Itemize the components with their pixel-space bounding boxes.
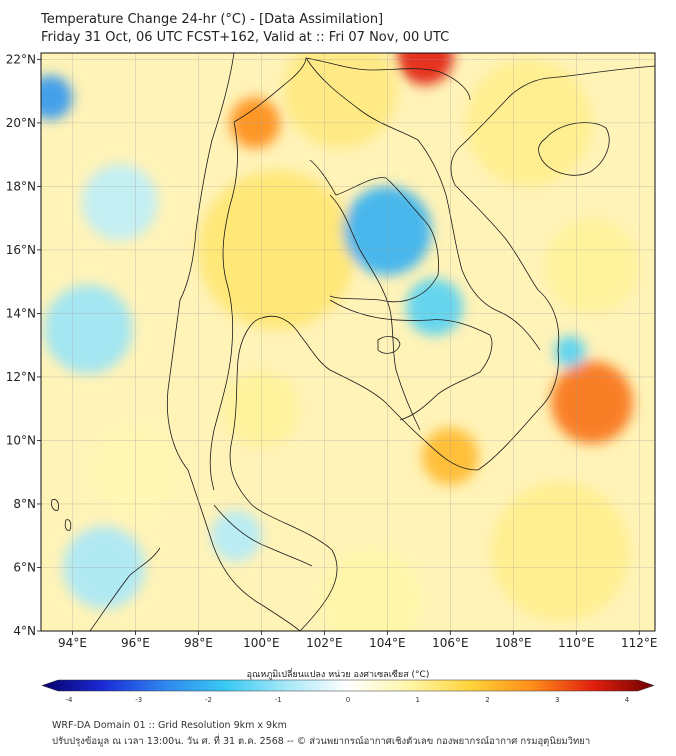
lat-tick-label: 10°N: [6, 433, 36, 447]
colorbar-tick-label: 3: [555, 696, 559, 704]
mekong-river: [329, 194, 421, 431]
lon-tick-label: 98°E: [184, 636, 213, 650]
anomaly-blob: [554, 335, 586, 368]
tonle-sap-lake: [377, 336, 401, 354]
lat-tick-label: 20°N: [6, 116, 36, 130]
lat-tick-label: 16°N: [6, 243, 36, 257]
colorbar-tick-label: 2: [485, 696, 489, 704]
lon-tick-label: 104°E: [369, 636, 406, 650]
border-thailand-east: [309, 159, 439, 303]
border-china-north: [233, 57, 471, 123]
anomaly-blob: [321, 548, 422, 631]
anomaly-blob: [491, 481, 630, 622]
colorbar: -4 -3 -2 -1 0 1 2 3 4: [41, 679, 655, 704]
plot-area: [40, 52, 656, 632]
colorbar-ticks: -4 -3 -2 -1 0 1 2 3 4: [66, 696, 630, 704]
lon-tick-label: 110°E: [558, 636, 595, 650]
anomaly-blob: [211, 510, 262, 562]
lon-tick-label: 106°E: [432, 636, 469, 650]
colorbar-tick-label: 0: [346, 696, 350, 704]
map-title: Temperature Change 24-hr (°C) - [Data As…: [41, 12, 384, 27]
anomaly-blob: [406, 278, 463, 336]
lon-tick-label: 112°E: [621, 636, 658, 650]
lat-tick-label: 12°N: [6, 370, 36, 384]
anomaly-blob: [81, 164, 158, 241]
colorbar-bar: [41, 679, 655, 692]
coastline-gulf-east: [229, 65, 655, 631]
colorbar-label: อุณหภูมิเปลี่ยนแปลง หน่วย องศาเซลเซียส (…: [246, 670, 430, 680]
anomaly-blob: [41, 75, 73, 120]
anomaly-blob: [44, 284, 133, 374]
anomaly-field: [41, 53, 640, 631]
anomaly-blob: [396, 53, 454, 85]
lon-tick-label: 100°E: [243, 636, 280, 650]
colorbar-tick-label: -2: [205, 696, 212, 704]
border-cambodia: [329, 299, 493, 421]
lat-tick-label: 6°N: [13, 560, 36, 574]
colorbar-tick-label: -4: [66, 696, 74, 704]
border-thailand-malaysia: [213, 504, 313, 567]
lon-tick-label: 108°E: [495, 636, 532, 650]
anomaly-blob: [544, 218, 640, 314]
andaman-islands-south: [64, 519, 72, 531]
anomaly-blob: [283, 53, 397, 149]
andaman-islands-north: [51, 499, 59, 511]
lat-tick-label: 4°N: [13, 624, 36, 638]
plot-frame: [40, 52, 656, 632]
coastline-hainan: [538, 122, 610, 176]
border-myanmar-thailand: [209, 121, 238, 491]
anomaly-blob: [551, 361, 633, 444]
colorbar-tick-label: 4: [625, 696, 630, 704]
footer-credit: ปรับปรุงข้อมูล ณ เวลา 13:00น. วัน ศ. ที่…: [52, 736, 591, 747]
lat-tick-label: 22°N: [6, 52, 36, 66]
map-subtitle: Friday 31 Oct, 06 UTC FCST+162, Valid at…: [41, 30, 450, 45]
colorbar-tick-label: -3: [135, 696, 142, 704]
coastline-mainland: [166, 53, 301, 631]
anomaly-blobs: [41, 53, 640, 631]
footer-model-info: WRF-DA Domain 01 :: Grid Resolution 9km …: [52, 720, 287, 731]
lat-tick-label: 18°N: [6, 179, 36, 193]
coastlines-and-borders: [51, 53, 655, 631]
colorbar-tick-label: 1: [416, 696, 420, 704]
longitude-axis: 94°E 96°E 98°E 100°E 102°E 104°E 106°E 108°E 110…: [58, 631, 658, 650]
lat-tick-label: 8°N: [13, 497, 36, 511]
latitude-axis: 4°N 6°N 8°N 10°N 12°N 14°N 16°N 18°N 20°N 22°N: [6, 52, 41, 638]
lon-tick-label: 96°E: [121, 636, 150, 650]
sumatra-coast: [89, 547, 161, 631]
border-laos-vietnam: [305, 57, 541, 351]
lon-tick-label: 102°E: [306, 636, 343, 650]
colorbar-tick-label: -1: [275, 696, 282, 704]
lon-tick-label: 94°E: [58, 636, 87, 650]
lat-tick-label: 14°N: [6, 306, 36, 320]
